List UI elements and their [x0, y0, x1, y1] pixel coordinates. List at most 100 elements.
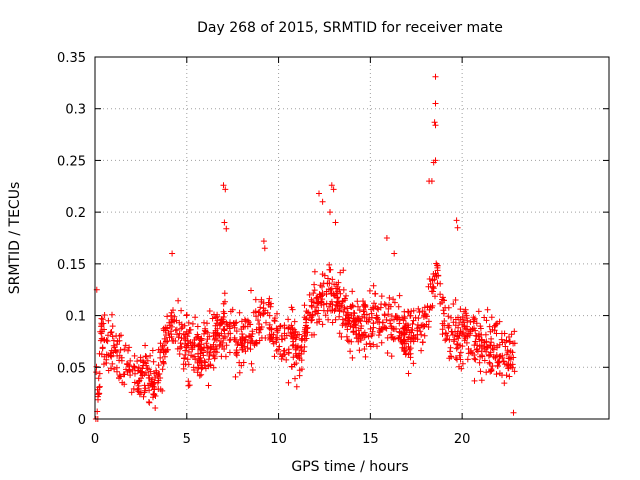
data-point [331, 281, 338, 288]
data-point [508, 331, 515, 338]
data-point [258, 296, 265, 303]
data-point [412, 314, 419, 321]
data-point [344, 305, 351, 312]
data-point [429, 284, 436, 291]
data-point [458, 365, 465, 372]
data-point [177, 340, 184, 347]
data-point [332, 219, 339, 226]
data-point [463, 332, 469, 339]
data-point [280, 348, 287, 354]
data-point [426, 276, 433, 282]
data-point [277, 351, 284, 358]
data-point [274, 310, 280, 317]
data-point [292, 346, 299, 353]
data-point [400, 317, 407, 324]
data-point [378, 339, 385, 346]
data-point [128, 389, 135, 396]
data-point [168, 331, 175, 338]
data-point [314, 319, 320, 326]
data-point [395, 303, 402, 310]
data-point [294, 331, 301, 338]
data-point [511, 368, 518, 375]
data-point [218, 319, 225, 326]
data-point [396, 329, 403, 336]
data-point [478, 377, 485, 384]
data-point [494, 344, 500, 351]
y-tick-label: 0.1 [65, 310, 86, 325]
data-point [232, 373, 239, 380]
data-point [98, 315, 105, 322]
data-point [201, 362, 208, 369]
data-point [276, 343, 283, 350]
data-point [358, 331, 365, 338]
data-point [222, 298, 228, 305]
data-point [325, 286, 332, 293]
data-point [507, 338, 513, 345]
data-point [116, 357, 123, 364]
scatter-points [92, 73, 518, 422]
data-point [408, 308, 415, 315]
data-point [239, 333, 246, 340]
data-point [202, 328, 209, 335]
data-point [157, 340, 164, 347]
data-point [454, 356, 460, 363]
data-point [493, 321, 499, 328]
data-point [493, 371, 500, 378]
data-point [277, 323, 283, 330]
data-point [474, 342, 481, 349]
data-point [476, 331, 482, 337]
data-point [464, 356, 471, 363]
data-point [171, 313, 178, 320]
data-point [329, 276, 336, 283]
data-point [498, 336, 505, 343]
data-point [185, 319, 192, 326]
data-point [496, 318, 503, 325]
data-point [288, 322, 295, 329]
data-point [159, 343, 166, 350]
data-point [272, 315, 278, 322]
data-point [196, 372, 203, 379]
data-point [511, 328, 518, 335]
data-point [440, 294, 446, 301]
data-point [329, 307, 336, 314]
data-point [149, 376, 156, 383]
data-point [201, 344, 208, 351]
data-point [370, 341, 377, 348]
data-point [314, 294, 321, 301]
data-point [166, 334, 173, 341]
data-point [236, 369, 243, 376]
data-point [229, 306, 236, 313]
data-point [492, 322, 499, 329]
data-point [161, 353, 168, 360]
data-point [374, 314, 381, 321]
data-point [463, 315, 470, 322]
data-point [478, 336, 485, 343]
data-point [457, 306, 464, 313]
data-point [105, 317, 112, 324]
data-point [344, 337, 351, 344]
data-point [426, 306, 433, 313]
data-point [184, 333, 191, 340]
data-point [151, 370, 158, 377]
x-tick-label: 0 [91, 432, 99, 447]
data-point [412, 335, 419, 342]
data-point [328, 285, 335, 292]
data-point [334, 294, 341, 301]
data-point [212, 322, 219, 329]
data-point [110, 349, 117, 356]
data-point [224, 321, 231, 328]
data-point [132, 370, 138, 377]
data-point [209, 315, 216, 322]
data-point [94, 393, 101, 400]
data-point [396, 292, 403, 299]
data-point [172, 327, 179, 334]
data-point [335, 279, 342, 286]
data-point [223, 225, 230, 232]
data-point [462, 306, 469, 313]
data-point [182, 361, 189, 368]
data-point [304, 325, 310, 332]
data-point [507, 363, 514, 370]
data-point [414, 321, 421, 328]
data-point [348, 304, 355, 311]
data-point [363, 341, 370, 348]
